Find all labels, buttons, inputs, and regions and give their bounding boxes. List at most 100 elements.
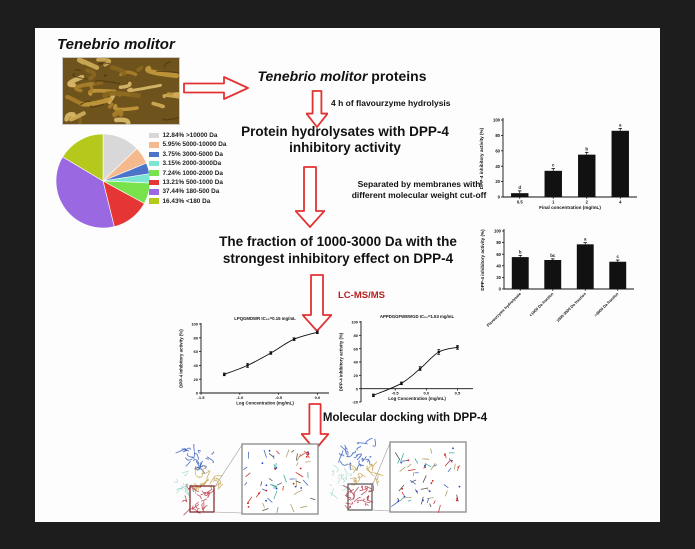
svg-text:60: 60 <box>495 148 500 153</box>
legend-item: 37.44% 180-500 Da <box>149 188 226 195</box>
step-hydrolysates-line2: inhibitory activity <box>289 140 401 156</box>
svg-text:Log Concentration (mg/mL): Log Concentration (mg/mL) <box>388 396 446 401</box>
molecular-weight-pie-chart <box>55 133 151 229</box>
step-proteins-italic: Tenebrio molitor <box>257 68 368 84</box>
svg-text:60: 60 <box>194 349 199 354</box>
legend-item: 13.21% 500-1000 Da <box>149 179 226 186</box>
svg-text:100: 100 <box>494 229 502 234</box>
svg-text:0.0: 0.0 <box>424 391 430 396</box>
svg-text:>3000 Da fraction: >3000 Da fraction <box>593 291 620 318</box>
svg-text:DPP-4 inhibitory activity (%): DPP-4 inhibitory activity (%) <box>339 332 344 391</box>
legend-swatch <box>149 179 159 186</box>
svg-text:0.5: 0.5 <box>517 200 523 205</box>
step-fraction-line2: strongest inhibitory effect on DPP-4 <box>222 250 454 266</box>
svg-text:c: c <box>552 163 555 168</box>
svg-text:20: 20 <box>194 377 199 382</box>
svg-text:80: 80 <box>194 335 199 340</box>
svg-text:40: 40 <box>354 360 359 365</box>
svg-text:-0.5: -0.5 <box>275 395 283 400</box>
svg-text:0.0: 0.0 <box>315 395 321 400</box>
svg-text:100: 100 <box>351 320 358 325</box>
legend-swatch <box>149 198 159 204</box>
svg-text:Final concentration (mg/mL): Final concentration (mg/mL) <box>539 205 601 210</box>
svg-text:LPQGMDWR IC₅₀=0.15 mg/mL: LPQGMDWR IC₅₀=0.15 mg/mL <box>234 316 296 321</box>
svg-text:20: 20 <box>495 179 500 184</box>
membrane-label-line1: Separated by membranes with <box>357 179 481 189</box>
hydrolysis-label: 4 h of flavourzyme hydrolysis <box>331 98 451 108</box>
legend-swatch <box>149 132 159 139</box>
legend-label: 5.95% 5000-10000 Da <box>162 141 227 149</box>
legend-item: 3.75% 3000-5000 Da <box>149 151 226 158</box>
legend-label: 12.84% >10000 Da <box>162 132 218 139</box>
svg-text:c: c <box>617 254 620 259</box>
svg-text:40: 40 <box>495 164 500 169</box>
svg-text:-0.5: -0.5 <box>392 391 400 396</box>
step-hydrolysates-line1: Protein hydrolysates with DPP-4 <box>241 124 449 139</box>
figure-panel: Tenebrio molitor Tenebrio molitor protei… <box>35 28 660 522</box>
legend-swatch <box>149 151 159 158</box>
legend-item: 3.15% 2000-3000Da <box>149 160 226 167</box>
step-fraction: The fraction of 1000-3000 Da with the st… <box>182 234 494 268</box>
svg-text:b: b <box>585 146 588 151</box>
peptide1-dose-response-chart: LPQGMDWR IC₅₀=0.15 mg/mL 0 20 40 60 80 100 DPP-… <box>179 316 329 406</box>
svg-text:b: b <box>519 249 522 254</box>
svg-text:100: 100 <box>493 118 501 123</box>
step-proteins-rest: proteins <box>367 68 427 84</box>
legend-label: 7.24% 1000-2000 Da <box>162 169 223 177</box>
svg-text:80: 80 <box>496 240 501 245</box>
svg-text:<1000 Da fraction: <1000 Da fraction <box>528 291 555 318</box>
flow-arrow-down-icon <box>306 90 328 128</box>
svg-text:100: 100 <box>191 322 198 327</box>
step-proteins: Tenebrio molitor proteins <box>235 68 449 84</box>
svg-text:a: a <box>619 122 622 127</box>
legend-swatch <box>149 170 159 176</box>
legend-item: 12.84% >10000 Da <box>149 132 226 139</box>
membrane-label-line2: different molecular weight cut-off <box>351 190 487 201</box>
svg-text:d: d <box>518 185 521 190</box>
svg-text:0: 0 <box>196 391 199 396</box>
svg-text:-20: -20 <box>352 400 359 405</box>
flow-arrow-down-icon <box>295 166 325 228</box>
specimen-title: Tenebrio molitor <box>57 36 175 53</box>
svg-text:0: 0 <box>499 287 502 292</box>
legend-swatch <box>149 160 159 167</box>
legend-swatch <box>149 189 159 195</box>
svg-text:-1.0: -1.0 <box>236 395 244 400</box>
legend-item: 5.95% 5000-10000 Da <box>149 141 226 148</box>
svg-text:a: a <box>584 237 587 242</box>
svg-text:80: 80 <box>495 133 500 138</box>
svg-text:60: 60 <box>496 252 501 257</box>
step-hydrolysates: Protein hydrolysates with DPP-4 inhibito… <box>195 124 495 157</box>
legend-label: 37.44% 180-500 Da <box>162 188 220 196</box>
step-docking: Molecular docking with DPP-4 <box>322 412 488 424</box>
flow-arrow-down-icon <box>301 403 329 451</box>
legend-swatch <box>149 142 159 148</box>
svg-text:20: 20 <box>354 373 359 378</box>
svg-text:1: 1 <box>552 200 555 205</box>
peptide2-dose-response-chart: APPDGGFWEWGD IC₅₀=1.53 mg/mL -20 0 20 40 60 80… <box>339 314 473 405</box>
flow-arrow-down-icon <box>302 274 332 332</box>
svg-text:bc: bc <box>550 253 556 258</box>
legend-item: 7.24% 1000-2000 Da <box>149 170 226 177</box>
svg-text:0.5: 0.5 <box>455 391 461 396</box>
svg-text:80: 80 <box>354 333 359 338</box>
flow-arrow-right-icon <box>183 76 249 100</box>
svg-text:DPP-4 inhibitory activity (%): DPP-4 inhibitory activity (%) <box>479 127 484 189</box>
legend-item: 16.43% <180 Da <box>149 198 226 205</box>
legend-label: 13.21% 500-1000 Da <box>162 178 223 186</box>
membrane-separation-label: Separated by membranes with different mo… <box>323 179 515 201</box>
concentration-bar-chart: 0 20 40 60 80 100 DPP-4 inhibitory activity (%… <box>479 118 637 210</box>
svg-text:2: 2 <box>586 200 589 205</box>
legend-label: 3.15% 2000-3000Da <box>162 160 222 168</box>
lcms-label: LC-MS/MS <box>338 290 385 301</box>
svg-text:APPDGGFWEWGD IC₅₀=1.53 mg/mL: APPDGGFWEWGD IC₅₀=1.53 mg/mL <box>380 314 455 319</box>
svg-text:Log Concentration (mg/mL): Log Concentration (mg/mL) <box>236 401 294 406</box>
legend-label: 3.75% 3000-5000 Da <box>162 150 223 158</box>
svg-text:-1.5: -1.5 <box>198 395 206 400</box>
svg-text:20: 20 <box>496 275 501 280</box>
svg-text:40: 40 <box>194 363 199 368</box>
docking-structure-1 <box>173 443 319 516</box>
svg-text:60: 60 <box>354 346 359 351</box>
legend-label: 16.43% <180 Da <box>162 197 211 205</box>
